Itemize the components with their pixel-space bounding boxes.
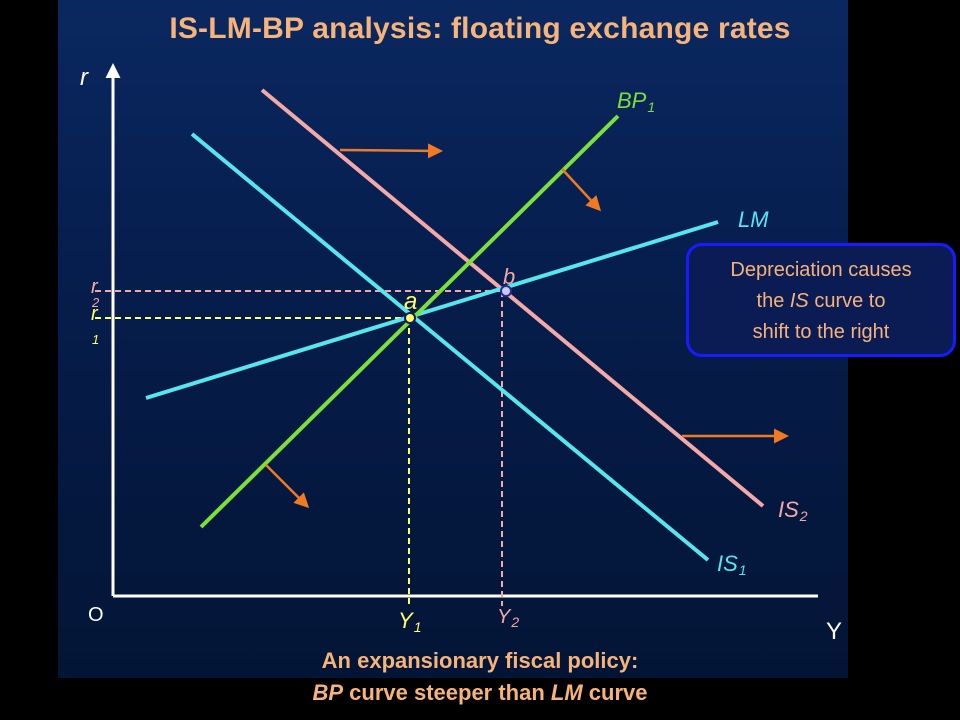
x-axis-label: Y (826, 618, 843, 645)
is-shift-arrow-top (339, 143, 443, 159)
bp-shift-arrow-bottom (265, 464, 310, 509)
is1-label: IS1 (717, 551, 747, 578)
y-axis-label: r (80, 64, 88, 91)
point-a-label: a (404, 288, 418, 315)
caption-line-1: An expansionary fiscal policy: (321, 648, 639, 673)
point-b-label: b (503, 264, 516, 289)
is1-curve (190, 132, 710, 562)
note-line-3: shift to the right (752, 321, 890, 343)
point-a-marker (404, 312, 416, 324)
note-line-1: Depreciation causes (730, 259, 912, 281)
lm-curve (145, 220, 719, 400)
y1-tick-label: Y1 (398, 608, 422, 635)
bp-shift-arrow-top (561, 168, 602, 212)
bp1-label: BP1 (617, 88, 656, 115)
is2-label: IS2 (778, 497, 808, 524)
lm-label: LM (738, 207, 769, 232)
slide-title: IS-LM-BP analysis: floating exchange rat… (169, 12, 791, 45)
note-line-2: the IS curve to (756, 290, 886, 312)
origin-label: O (88, 604, 104, 626)
caption-line-2: BP curve steeper than LM curve (312, 680, 648, 705)
y2-tick-label: Y2 (497, 606, 520, 630)
depreciation-note: Depreciation causes the IS curve to shif… (686, 243, 956, 357)
point-b-marker (500, 285, 512, 297)
is2-curve (260, 88, 765, 508)
